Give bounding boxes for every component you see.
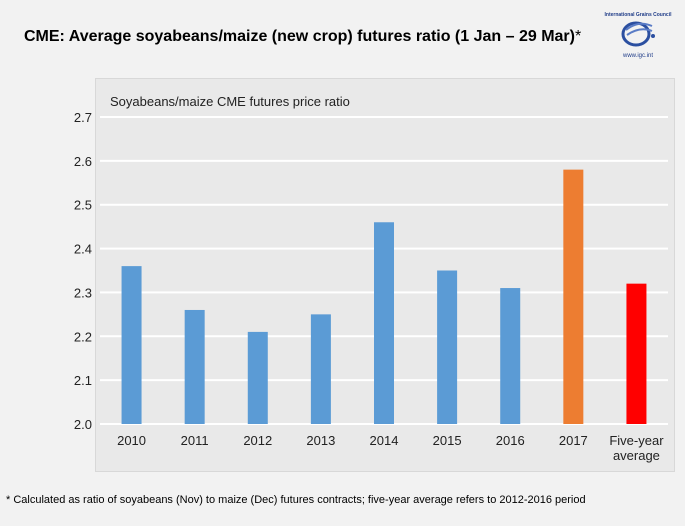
x-tick-label: 2017 — [559, 433, 588, 448]
y-tick-label: 2.4 — [74, 242, 92, 257]
bar-2016 — [500, 288, 521, 424]
y-tick-label: 2.6 — [74, 154, 92, 169]
globe-icon — [621, 21, 655, 47]
title-asterisk: * — [574, 28, 582, 45]
x-tick-label: Five-year — [609, 433, 664, 448]
y-tick-label: 2.1 — [74, 373, 92, 388]
bar-2013 — [310, 314, 331, 424]
bar-2015 — [437, 270, 458, 424]
chart-title: CME: Average soyabeans/maize (new crop) … — [24, 28, 581, 46]
bar-2011 — [184, 309, 205, 424]
bar-2012 — [247, 331, 268, 424]
bar-five-year-average — [626, 283, 647, 424]
y-tick-label: 2.0 — [74, 417, 92, 432]
title-text: CME: Average soyabeans/maize (new crop) … — [24, 28, 575, 45]
logo-org: International Grains Council — [604, 12, 672, 18]
y-tick-label: 2.2 — [74, 329, 92, 344]
y-tick-label: 2.7 — [74, 110, 92, 125]
x-tick-label: 2013 — [306, 433, 335, 448]
chart-subtitle: Soyabeans/maize CME futures price ratio — [110, 94, 350, 109]
y-tick-label: 2.3 — [74, 285, 92, 300]
bar-2017 — [563, 169, 584, 424]
x-tick-label: 2011 — [181, 433, 209, 448]
bar-2010 — [121, 266, 142, 424]
y-tick-label: 2.5 — [74, 198, 92, 213]
footnote: * Calculated as ratio of soyabeans (Nov)… — [6, 494, 586, 506]
x-tick-label: 2016 — [496, 433, 525, 448]
igc-logo: International Grains Council www.igc.int — [598, 12, 678, 62]
x-tick-label: 2014 — [370, 433, 399, 448]
x-tick-label: 2015 — [433, 433, 462, 448]
x-tick-label: 2010 — [117, 433, 146, 448]
logo-url: www.igc.int — [622, 53, 653, 59]
bar-2014 — [374, 222, 394, 424]
x-tick-label: average — [613, 448, 660, 463]
x-tick-label: 2012 — [243, 433, 272, 448]
